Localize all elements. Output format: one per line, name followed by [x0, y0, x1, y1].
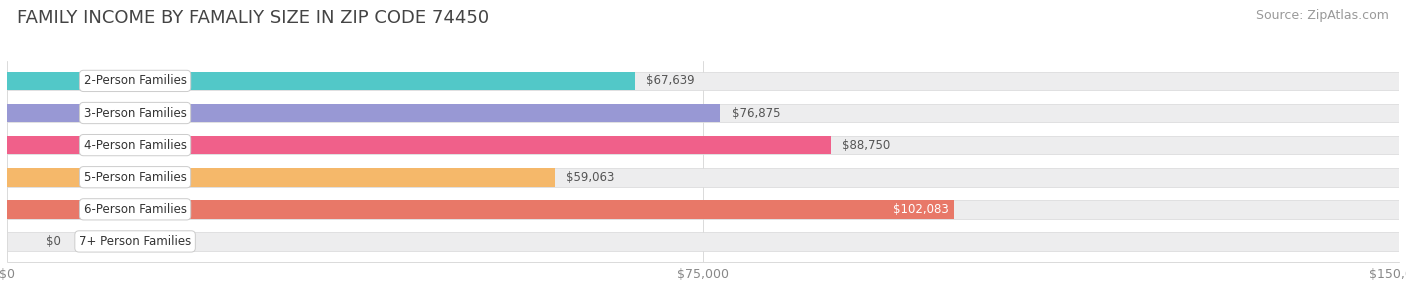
Bar — [7, 168, 1399, 187]
Text: Source: ZipAtlas.com: Source: ZipAtlas.com — [1256, 9, 1389, 22]
Text: $102,083: $102,083 — [893, 203, 949, 216]
Bar — [7, 232, 1399, 251]
Text: 7+ Person Families: 7+ Person Families — [79, 235, 191, 248]
Text: 2-Person Families: 2-Person Families — [83, 74, 187, 88]
Bar — [7, 136, 831, 154]
Text: $59,063: $59,063 — [567, 171, 614, 184]
Bar — [7, 72, 634, 90]
Bar — [7, 136, 1399, 154]
Bar — [7, 104, 1399, 122]
Text: 3-Person Families: 3-Person Families — [83, 106, 187, 120]
Bar — [7, 200, 1399, 219]
Bar — [7, 104, 720, 122]
Text: $67,639: $67,639 — [645, 74, 695, 88]
Text: $0: $0 — [46, 235, 62, 248]
Text: $76,875: $76,875 — [731, 106, 780, 120]
Text: 6-Person Families: 6-Person Families — [83, 203, 187, 216]
Text: 4-Person Families: 4-Person Families — [83, 138, 187, 152]
Text: FAMILY INCOME BY FAMALIY SIZE IN ZIP CODE 74450: FAMILY INCOME BY FAMALIY SIZE IN ZIP COD… — [17, 9, 489, 27]
Text: $88,750: $88,750 — [842, 138, 890, 152]
Bar — [7, 168, 555, 187]
Text: 5-Person Families: 5-Person Families — [83, 171, 187, 184]
Bar — [7, 200, 955, 219]
Bar — [7, 72, 1399, 90]
